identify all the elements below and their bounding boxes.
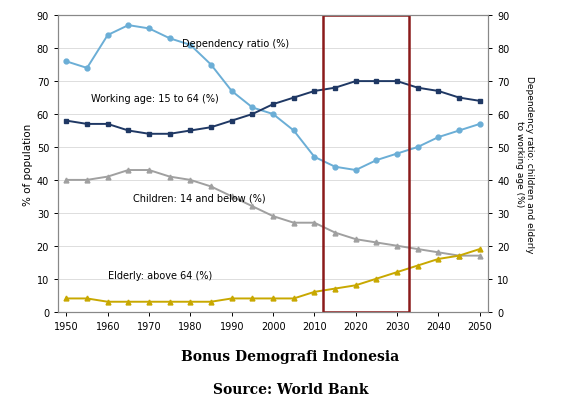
Text: Working age: 15 to 64 (%): Working age: 15 to 64 (%) (91, 93, 219, 103)
Text: Children: 14 and below (%): Children: 14 and below (%) (132, 194, 265, 203)
Text: Elderly: above 64 (%): Elderly: above 64 (%) (107, 271, 212, 281)
Text: Bonus Demografi Indonesia: Bonus Demografi Indonesia (181, 350, 400, 363)
Y-axis label: Dependency ratio: children and elderly
to working age (%): Dependency ratio: children and elderly t… (515, 75, 535, 253)
Bar (322, 16, 410, 312)
Text: Dependency ratio (%): Dependency ratio (%) (182, 39, 289, 49)
Text: Source: World Bank: Source: World Bank (213, 382, 368, 396)
Y-axis label: % of population: % of population (23, 123, 33, 205)
